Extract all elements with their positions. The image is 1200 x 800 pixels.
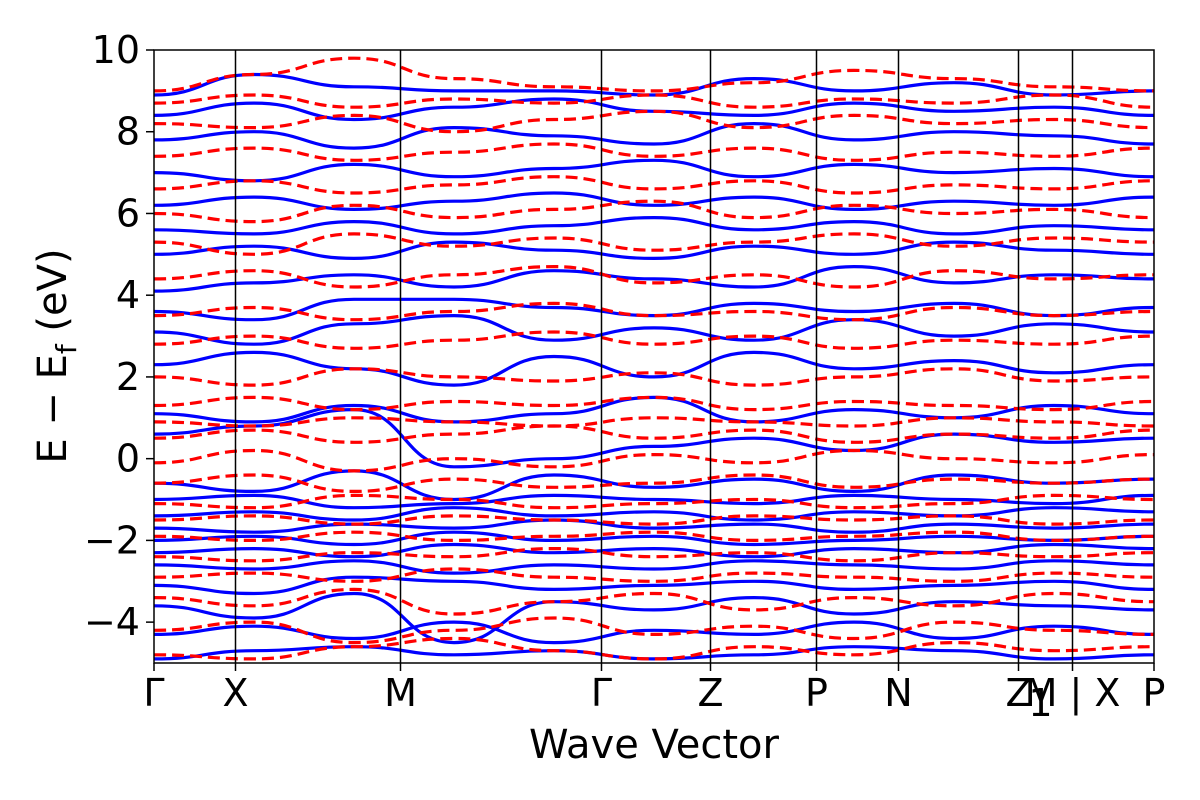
band-line-dashed [154, 493, 1154, 510]
band-line-solid [154, 559, 1154, 575]
band-line-dashed [154, 367, 1154, 387]
band-line-solid [154, 575, 1154, 596]
high-symmetry-lines [234, 50, 1074, 663]
band-line-solid [154, 121, 1154, 150]
y-axis-label-space [30, 332, 76, 345]
y-tick-label: 4 [116, 273, 140, 317]
x-tick-subscript: 1 [1028, 681, 1052, 725]
band-line-solid [154, 297, 1154, 322]
x-tick-label: N [884, 671, 912, 715]
y-tick-label: 10 [92, 28, 140, 72]
band-line-solid [154, 215, 1154, 236]
bands-layer [154, 56, 1154, 661]
band-line-solid [154, 469, 1154, 502]
band-line-solid [154, 645, 1154, 661]
band-line-dashed [154, 546, 1154, 563]
y-axis-label-subscript: f [50, 343, 83, 354]
band-line-solid [154, 240, 1154, 261]
x-tick-label: P [1143, 671, 1166, 715]
y-tick-label: −2 [84, 518, 140, 562]
band-line-dashed [154, 567, 1154, 583]
band-line-dashed [154, 330, 1154, 350]
band-line-solid [154, 407, 1154, 469]
band-line-dashed [154, 587, 1154, 616]
band-line-solid [154, 620, 1154, 645]
band-line-solid [154, 350, 1154, 387]
y-tick-label: 2 [116, 355, 140, 399]
band-line-dashed [154, 636, 1154, 661]
x-tick-label: M [384, 671, 417, 715]
band-line-dashed [154, 448, 1154, 473]
y-tick-label: 8 [116, 110, 140, 154]
band-line-solid [154, 530, 1154, 547]
band-line-dashed [154, 416, 1154, 428]
y-tick-label: 6 [116, 191, 140, 235]
y-tick-label: −4 [84, 600, 140, 644]
band-line-dashed [154, 473, 1154, 494]
band-line-dashed [154, 395, 1154, 412]
band-line-solid [154, 158, 1154, 183]
band-line-dashed [154, 301, 1154, 322]
x-tick-label: Z [697, 671, 723, 715]
band-line-dashed [154, 232, 1154, 256]
x-tick-label: Γ [143, 671, 164, 715]
y-tick-label: 0 [116, 437, 140, 481]
x-tick-label: Γ [591, 671, 612, 715]
y-axis-label: E − Ef (eV) [30, 248, 83, 463]
band-line-dashed [154, 175, 1154, 195]
band-line-solid [154, 395, 1154, 424]
band-line-solid [154, 313, 1154, 346]
band-line-solid [154, 191, 1154, 212]
band-line-dashed [154, 93, 1154, 109]
x-tick-label: M | X [1025, 671, 1121, 716]
band-line-dashed [154, 264, 1154, 289]
y-axis-label-unit: (eV) [30, 248, 76, 331]
band-line-solid [154, 591, 1154, 645]
band-line-dashed [154, 199, 1154, 224]
band-line-dashed [154, 142, 1154, 162]
band-line-dashed [154, 109, 1154, 134]
band-line-solid [154, 506, 1154, 522]
band-line-solid [154, 518, 1154, 534]
band-line-dashed [154, 616, 1154, 645]
band-line-solid [154, 264, 1154, 293]
x-axis-label: Wave Vector [529, 722, 780, 768]
band-line-dashed [154, 514, 1154, 526]
y-axis: −4 −2 0 2 4 6 8 10 [84, 28, 154, 644]
band-line-dashed [154, 56, 1154, 93]
x-tick-label: Z [1005, 671, 1031, 715]
x-tick-label: X [222, 671, 248, 715]
band-line-dashed [154, 530, 1154, 543]
y-axis-label-main: E − E [30, 354, 76, 464]
plot-frame [153, 49, 1155, 664]
band-line-dashed [154, 424, 1154, 444]
band-line-solid [154, 72, 1154, 97]
x-tick-label: P [805, 671, 828, 715]
